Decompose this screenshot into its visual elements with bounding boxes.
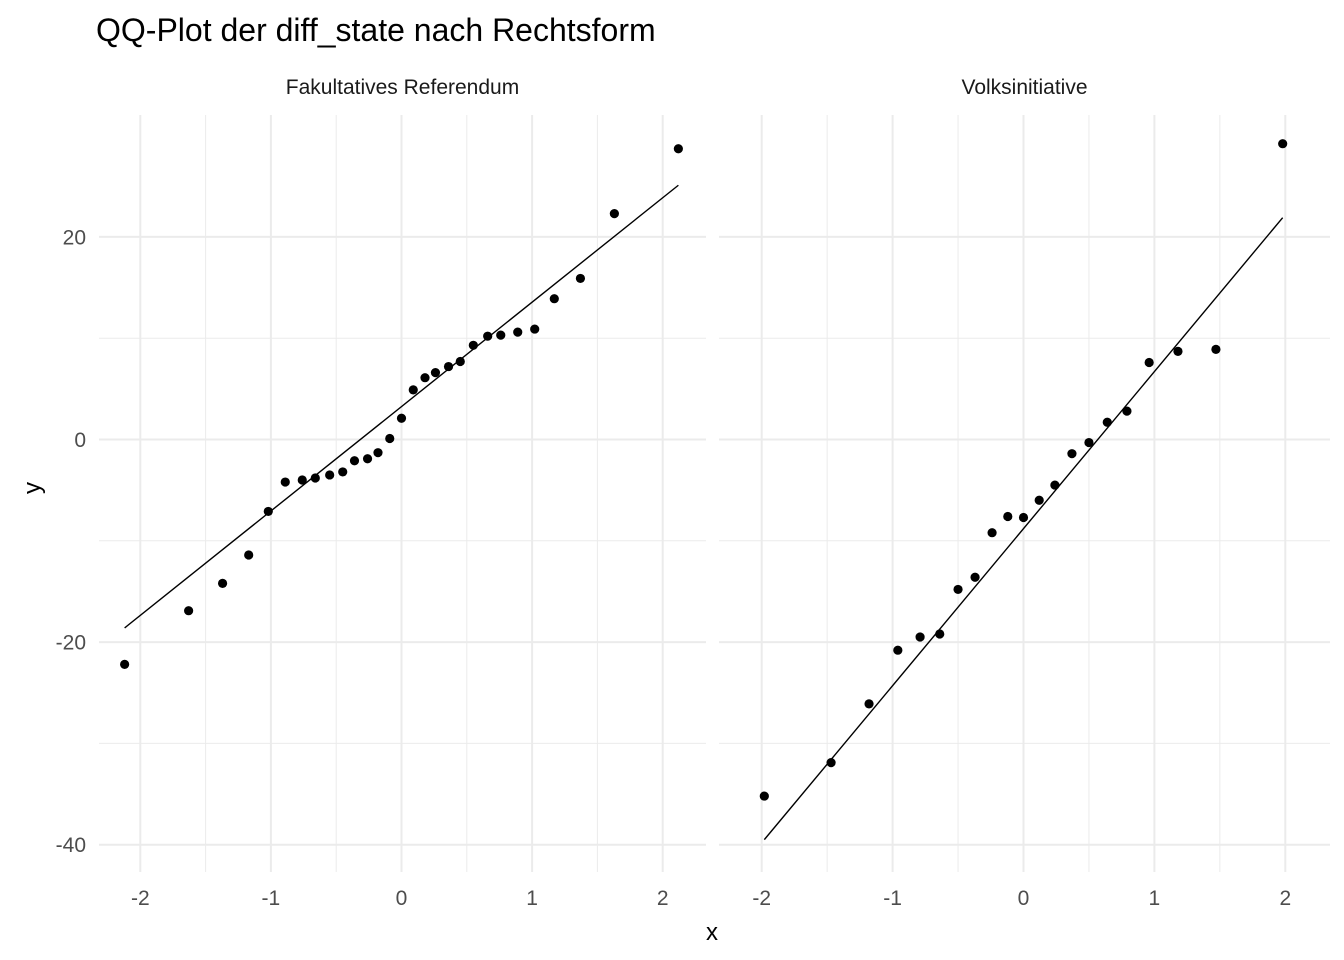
data-point (1018, 512, 1029, 523)
data-point (1144, 357, 1154, 368)
x-tick-label: 1 (1149, 887, 1161, 910)
data-point (385, 433, 395, 444)
reference-line-layer (763, 217, 1284, 841)
data-point (864, 699, 874, 709)
data-point (430, 368, 441, 378)
data-point (1067, 449, 1077, 459)
data-point (455, 356, 465, 367)
data-point (280, 477, 290, 487)
data-point (443, 361, 454, 372)
data-point (349, 456, 360, 466)
y-tick-label: -20 (56, 632, 86, 655)
y-axis-ticks: -40 -20 0 20 (56, 226, 86, 857)
data-point (1122, 406, 1132, 416)
data-point (987, 528, 997, 538)
facet-label-volksinitiative: Volksinitiative (961, 76, 1087, 99)
data-point (362, 454, 373, 464)
chart-title: QQ-Plot der diff_state nach Rechtsform (96, 12, 656, 48)
data-point (483, 331, 493, 341)
data-point (893, 645, 903, 655)
data-point (408, 385, 418, 395)
data-point (263, 506, 273, 517)
y-tick-label: 0 (74, 429, 86, 452)
data-point (244, 550, 254, 560)
x-axis-ticks-left: -2 -1 0 1 2 (131, 887, 669, 910)
data-point (549, 294, 559, 304)
panel-fakultatives-referendum: Fakultatives Referendum (99, 76, 706, 872)
data-point (420, 373, 430, 383)
data-point (1050, 480, 1060, 490)
data-point (915, 632, 925, 642)
panel-volksinitiative: Volksinitiative (719, 76, 1330, 872)
data-point (184, 606, 194, 616)
data-point (120, 659, 130, 669)
data-point (759, 791, 769, 801)
y-tick-label: -40 (56, 834, 86, 857)
x-tick-label: -2 (131, 887, 150, 910)
data-point (575, 273, 586, 284)
data-point (609, 209, 619, 219)
data-point (396, 413, 407, 423)
x-tick-label: -1 (883, 887, 902, 910)
qq-reference-line (124, 184, 679, 629)
data-point (673, 144, 683, 154)
qq-reference-line (763, 217, 1284, 841)
x-tick-label: 2 (657, 887, 669, 910)
data-point (970, 572, 980, 582)
data-point (1034, 495, 1044, 505)
data-point (935, 629, 945, 639)
data-point (338, 467, 348, 477)
x-axis-title: x (706, 919, 718, 946)
x-tick-label: 1 (526, 887, 538, 910)
data-point (310, 473, 320, 483)
data-point (1102, 417, 1112, 427)
data-point (1211, 344, 1221, 354)
reference-line-layer (124, 184, 679, 629)
data-point (530, 324, 540, 334)
data-point (373, 448, 383, 458)
y-axis-title: y (19, 482, 46, 494)
data-point (513, 327, 523, 337)
data-point (496, 330, 506, 340)
x-tick-label: -1 (262, 887, 281, 910)
data-point (217, 578, 228, 588)
x-tick-label: 0 (1018, 887, 1030, 910)
panel-grid (719, 115, 1330, 872)
data-point (826, 758, 836, 768)
data-point (297, 475, 307, 485)
y-tick-label: 20 (63, 226, 86, 249)
data-point (953, 584, 963, 595)
data-point (1084, 437, 1094, 448)
point-layer (120, 144, 683, 669)
data-point (468, 340, 478, 350)
panel-grid (99, 115, 706, 872)
data-point (325, 470, 335, 480)
x-tick-label: 0 (396, 887, 408, 910)
point-layer (759, 139, 1288, 801)
x-tick-label: -2 (752, 887, 771, 910)
data-point (1173, 346, 1183, 356)
facet-label-fakultatives-referendum: Fakultatives Referendum (286, 76, 519, 99)
data-point (1003, 511, 1013, 522)
x-tick-label: 2 (1279, 887, 1291, 910)
data-point (1278, 139, 1288, 149)
x-axis-ticks-right: -2 -1 0 1 2 (752, 887, 1291, 910)
